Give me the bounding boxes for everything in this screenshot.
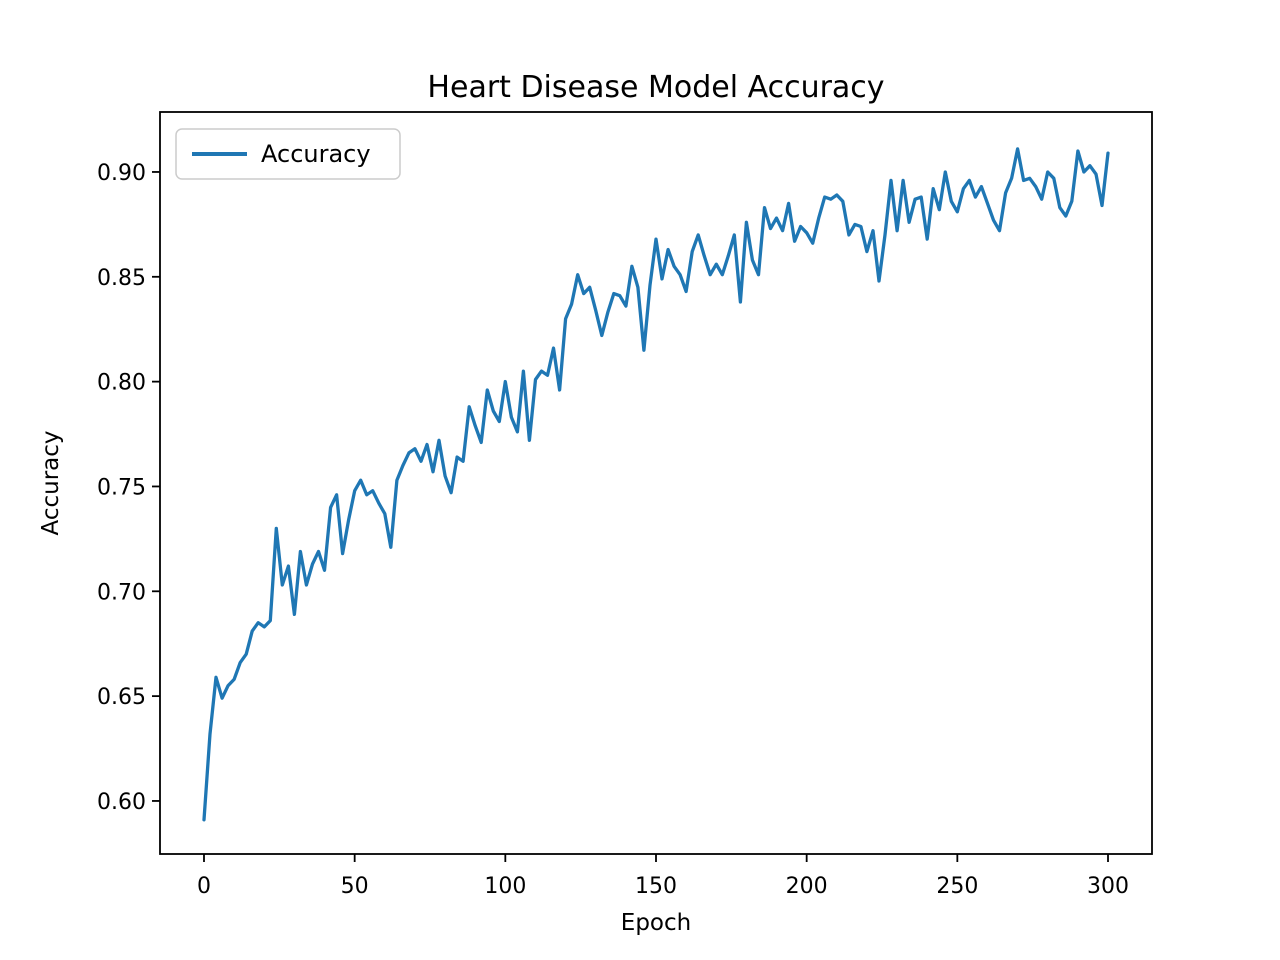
x-tick-label: 0 [197,874,211,899]
y-tick-label: 0.65 [97,685,146,710]
y-tick-label: 0.80 [97,371,146,396]
accuracy-series-line [202,147,1110,822]
y-tick-label: 0.75 [97,475,146,500]
x-tick-label: 250 [936,874,978,899]
x-tick-label: 50 [341,874,369,899]
legend: Accuracy [175,128,401,180]
x-tick-label: 200 [786,874,828,899]
x-axis-label: Epoch [621,910,691,936]
y-tick-label: 0.70 [97,580,146,605]
chart-title: Heart Disease Model Accuracy [427,70,884,105]
x-tick-label: 150 [635,874,677,899]
y-tick-label: 0.90 [97,161,146,186]
legend-box [175,128,401,180]
y-axis-label: Accuracy [38,430,64,535]
x-tick-label: 100 [484,874,526,899]
x-tick-label: 300 [1087,874,1129,899]
y-tick-label: 0.85 [97,266,146,291]
y-tick-label: 0.60 [97,790,146,815]
plot-area [159,111,1153,855]
legend-label: Accuracy [261,140,371,168]
